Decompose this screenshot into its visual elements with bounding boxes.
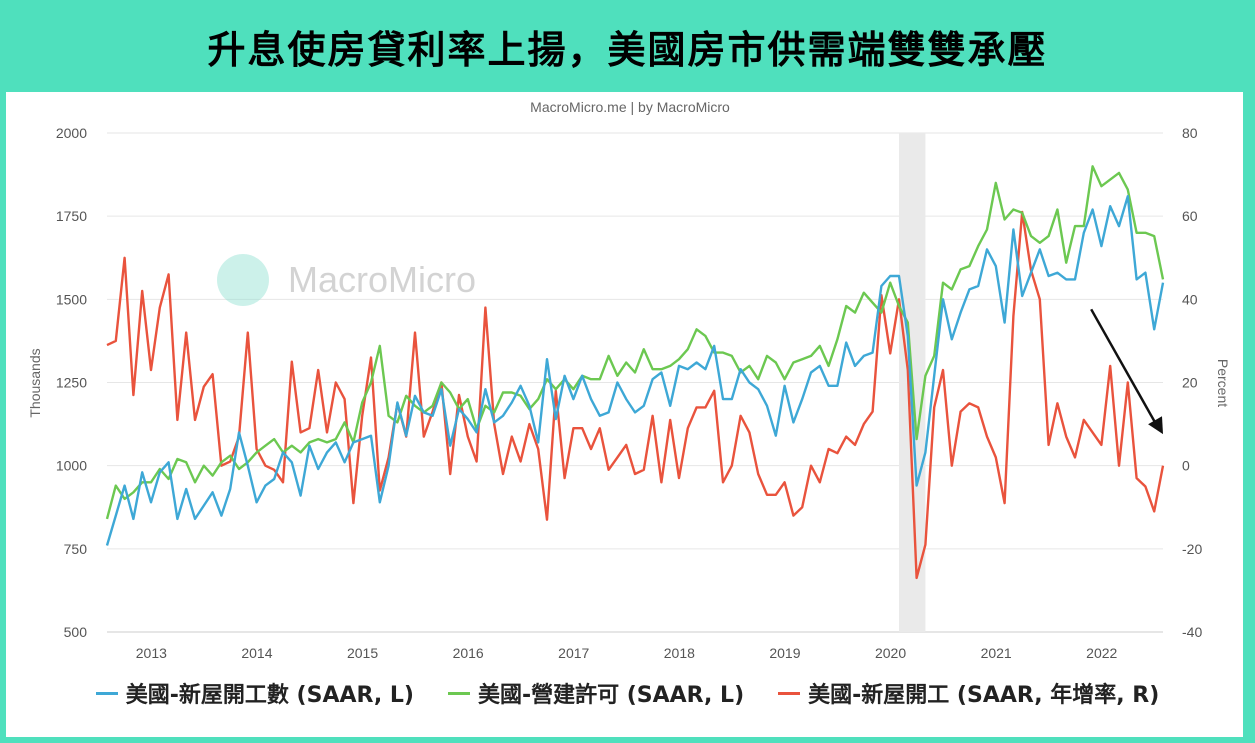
x-tick-label: 2020 [875,645,906,661]
right-tick-label: 40 [1182,291,1198,307]
right-tick-label: -40 [1182,624,1202,640]
x-tick-label: 2019 [769,645,800,661]
left-axis-label: Thousands [27,348,43,417]
source-label: MacroMicro.me | by MacroMicro [530,99,730,115]
ticks: 500 750 1000 1250 1500 1750 2000 -40 -20 0 20 40 60 8… [56,125,1203,661]
x-tick-label: 2017 [558,645,589,661]
watermark-text: MacroMicro [288,259,476,300]
watermark-logo-icon [217,254,269,306]
left-tick-label: 750 [64,541,88,557]
grid [107,132,1163,633]
x-tick-label: 2021 [981,645,1012,661]
arrow-shaft [1090,308,1158,425]
arrow-head-icon [1148,416,1163,435]
series [105,165,1165,580]
left-tick-label: 500 [64,624,88,640]
series-line-2 [106,210,1165,580]
series-line-0 [105,194,1165,546]
chart-panel [6,92,1243,737]
left-tick-label: 1000 [56,458,87,474]
page-title: 升息使房貸利率上揚，美國房市供需端雙雙承壓 [207,27,1048,72]
legend-item-starts[interactable]: 美國-新屋開工數 (SAAR, L) [95,677,414,709]
x-tick-label: 2015 [347,645,378,661]
right-tick-label: -20 [1182,541,1202,557]
legend-item-permits[interactable]: 美國-營建許可 (SAAR, L) [447,677,745,709]
x-tick-label: 2013 [136,645,167,661]
legend-item-yoy[interactable]: 美國-新屋開工 (SAAR, 年增率, R) [778,677,1159,709]
right-axis-label: Percent [1215,359,1231,407]
left-tick-label: 2000 [56,125,87,141]
legend: 美國-新屋開工數 (SAAR, L) 美國-營建許可 (SAAR, L) 美國-… [0,677,1255,709]
x-tick-label: 2018 [664,645,695,661]
legend-swatch-starts [95,691,118,695]
legend-label-yoy: 美國-新屋開工 (SAAR, 年增率, R) [808,683,1160,708]
left-tick-label: 1750 [56,208,87,224]
x-tick-label: 2016 [453,645,484,661]
legend-label-permits: 美國-營建許可 (SAAR, L) [477,683,745,708]
x-tick-label: 2014 [241,645,272,661]
legend-label-starts: 美國-新屋開工數 (SAAR, L) [125,683,414,708]
banner: 升息使房貸利率上揚，美國房市供需端雙雙承壓 [0,0,1255,92]
x-tick-label: 2022 [1086,645,1117,661]
legend-swatch-permits [447,691,470,695]
legend-swatch-yoy [778,691,801,695]
right-tick-label: 20 [1182,375,1198,391]
right-tick-label: 0 [1182,458,1190,474]
watermark: MacroMicro [217,254,476,306]
left-tick-label: 1500 [56,291,87,307]
trend-arrow [1090,308,1163,435]
right-tick-label: 80 [1182,125,1198,141]
right-tick-label: 60 [1182,208,1198,224]
left-tick-label: 1250 [56,375,87,391]
